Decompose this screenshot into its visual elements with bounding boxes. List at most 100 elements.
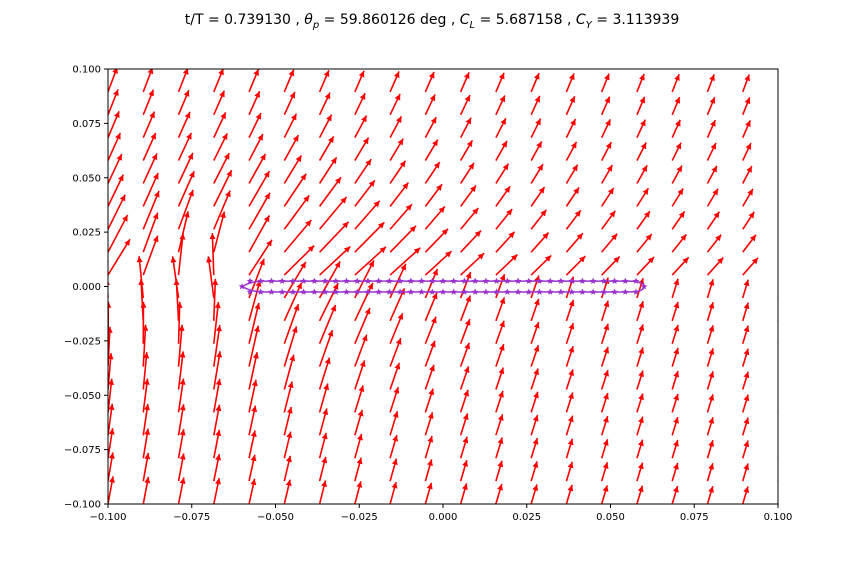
quiver-arrow [319,221,350,253]
quiver-arrow [600,485,609,504]
title-cy-subscript: Y [586,20,593,31]
quiver-arrow [671,347,680,367]
quiver-arrow [566,69,568,70]
quiver-arrow [212,278,219,321]
quiver-arrow [283,91,296,116]
body-marker [579,277,586,284]
quiver-arrow [495,273,506,299]
quiver-arrow [142,190,160,230]
quiver-arrow [530,391,539,413]
quiver-arrow [213,190,231,230]
quiver-arrow [706,417,715,436]
quiver-arrow [354,69,356,70]
y-tick-label: −0.100 [64,500,101,511]
quiver-arrow [565,118,577,139]
x-axis-ticks: −0.100 −0.075 −0.050 −0.025 0.000 0.025 0.050 0… [89,504,792,523]
x-tick-label: 0.025 [512,512,541,523]
quiver-arrow [495,253,519,276]
body-marker [589,277,597,284]
quiver-arrow [209,233,216,276]
quiver-arrow [459,184,477,207]
quiver-arrow [741,348,750,367]
body-marker [504,277,511,284]
quiver-arrow [565,164,579,184]
quiver-arrow [777,181,778,184]
quiver-arrow [283,326,298,367]
body-marker [364,277,372,284]
quiver-arrow [706,96,716,116]
quiver-arrow [706,463,714,482]
quiver-arrow [495,414,504,436]
quiver-arrow [283,455,292,482]
quiver-arrow [495,117,507,139]
y-tick-label: 0.000 [72,282,101,293]
quiver-arrow [459,436,469,459]
quiver-arrow [495,208,513,230]
quiver-arrow [249,69,250,70]
quiver-arrow [600,438,609,459]
quiver-arrow [671,256,690,276]
quiver-arrow [178,69,180,70]
quiver-arrow [460,69,462,70]
body-marker [428,288,436,295]
quiver-arrow [671,278,680,299]
quiver-arrow [424,228,449,253]
body-marker [450,288,458,295]
quiver-arrow [742,119,751,139]
quiver-arrow [459,459,468,482]
quiver-arrow [213,69,215,70]
quiver-arrow [742,234,757,253]
quiver-arrow [136,256,145,299]
quiver-arrow [741,97,751,116]
quiver-arrow [354,385,365,413]
quiver-arrow [108,110,120,138]
quiver-arrow [671,485,679,504]
quiver-arrow [742,211,755,230]
quiver-arrow [108,174,125,207]
quiver-arrow [354,334,368,367]
quiver-arrow [460,207,479,230]
quiver-arrow [777,340,778,344]
body-marker [471,288,479,295]
y-tick-label: 0.050 [72,173,101,184]
quiver-arrow [706,119,716,139]
quiver-arrow [707,69,709,70]
quiver-arrow [213,132,228,161]
body-marker [536,277,543,284]
quiver-arrow [777,386,778,390]
quiver-arrow [424,139,439,161]
quiver-arrow [565,392,574,413]
quiver-arrow [389,386,400,413]
quiver-arrow [354,137,370,161]
quiver-arrow [565,415,574,436]
body-marker [461,277,468,284]
quiver-arrow [283,282,303,322]
quiver-arrow [283,431,293,459]
quiver-arrow [354,282,374,322]
quiver-arrow [777,295,778,298]
quiver-arrow [108,403,115,436]
quiver-arrow [425,69,427,70]
quiver-arrow [600,462,609,482]
quiver-arrow [142,476,151,504]
quiver-field [108,69,778,504]
quiver-arrow [424,482,433,504]
body-marker [418,288,425,295]
quiver-arrow [777,318,778,321]
body-marker [343,277,350,284]
quiver-arrow [213,404,222,436]
quiver-arrow [354,307,371,345]
quiver-arrow [389,458,398,482]
body-marker [332,288,340,295]
quiver-arrow [777,135,778,138]
quiver-arrow [108,153,123,184]
quiver-arrow [459,139,474,161]
quiver-arrow [318,329,334,367]
title-cl-subscript: L [470,20,476,31]
quiver-arrow [600,164,614,184]
quiver-arrow [177,378,186,413]
quiver-arrow [530,118,542,139]
body-marker [386,288,393,295]
quiver-arrow [354,457,363,482]
quiver-arrow [318,114,333,139]
